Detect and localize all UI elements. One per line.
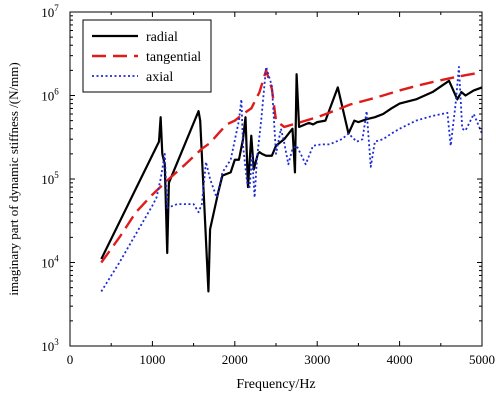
y-tick-base: 10 xyxy=(41,172,54,187)
y-tick-exponent: 7 xyxy=(54,3,59,13)
legend-label-axial: axial xyxy=(146,70,173,85)
x-tick-label: 1000 xyxy=(139,352,165,367)
series-line-axial xyxy=(100,66,482,292)
x-axis-label: Frequency/Hz xyxy=(236,377,315,392)
y-tick-label: 105 xyxy=(41,170,59,187)
y-tick-base: 10 xyxy=(41,256,54,271)
y-tick-exponent: 4 xyxy=(54,254,59,264)
x-tick-label: 3000 xyxy=(304,352,330,367)
y-tick-base: 10 xyxy=(41,339,54,354)
legend-label-radial: radial xyxy=(146,30,178,45)
y-tick-label: 106 xyxy=(41,87,59,104)
y-tick-exponent: 6 xyxy=(54,87,59,97)
x-tick-label: 5000 xyxy=(469,352,495,367)
legend-label-tangential: tangential xyxy=(146,50,201,65)
x-tick-label: 4000 xyxy=(387,352,413,367)
y-tick-label: 107 xyxy=(41,3,59,20)
legend: radial tangential axial xyxy=(82,19,212,93)
series-group xyxy=(100,66,482,293)
x-tick-label: 2000 xyxy=(222,352,248,367)
series-line-radial xyxy=(100,73,482,293)
y-tick-exponent: 3 xyxy=(54,337,59,347)
y-tick-label: 104 xyxy=(41,254,59,271)
y-tick-base: 10 xyxy=(41,5,54,20)
y-tick-label: 103 xyxy=(41,337,59,354)
series-line-tangential xyxy=(100,69,482,264)
y-tick-base: 10 xyxy=(41,89,54,104)
y-tick-exponent: 5 xyxy=(54,170,59,180)
x-tick-label: 0 xyxy=(67,352,74,367)
y-axis-label: imaginary part of dynamic stiffness /(N/… xyxy=(6,62,21,295)
